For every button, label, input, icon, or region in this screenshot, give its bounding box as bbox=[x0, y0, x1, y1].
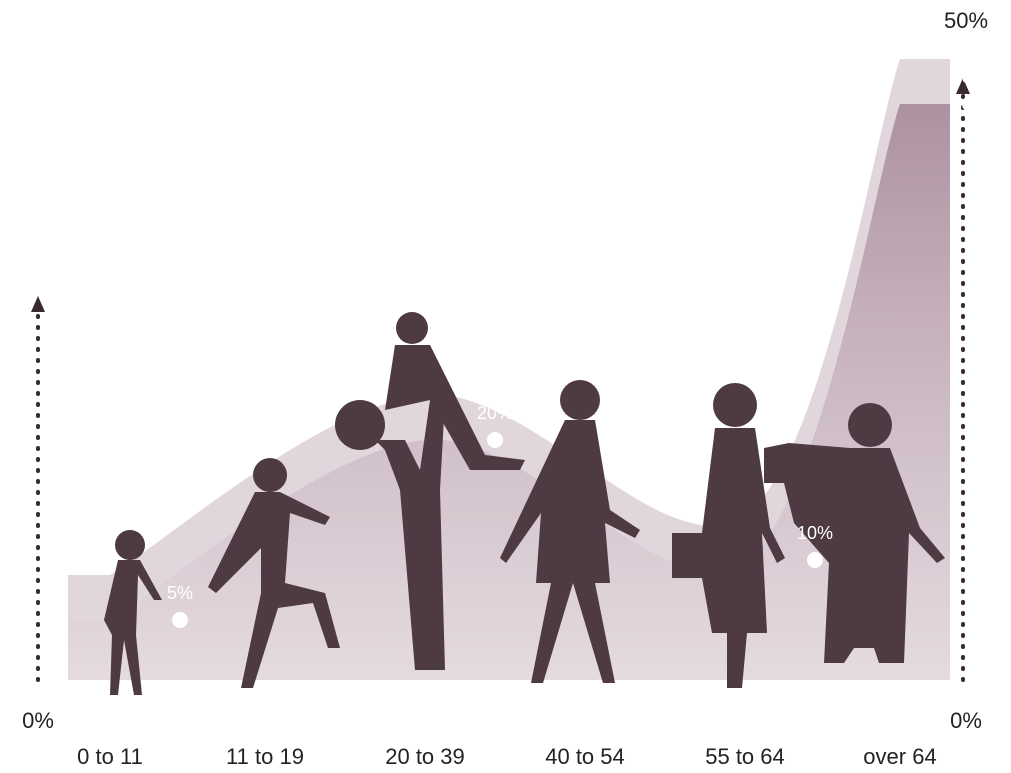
figure bbox=[672, 383, 785, 688]
data-point bbox=[962, 96, 978, 112]
x-tick-label: 55 to 64 bbox=[705, 744, 785, 769]
y2-tick-label: 0% bbox=[950, 708, 982, 733]
x-tick-label: over 64 bbox=[863, 744, 936, 769]
x-tick-label: 40 to 54 bbox=[545, 744, 625, 769]
y-tick-label: 0% bbox=[22, 708, 54, 733]
value-label: 10% bbox=[797, 523, 833, 543]
data-point bbox=[487, 432, 503, 448]
silhouettes bbox=[104, 312, 945, 695]
value-label: 20% bbox=[477, 403, 513, 423]
axis-arrow bbox=[31, 296, 45, 312]
data-point bbox=[172, 612, 188, 628]
value-label: 5% bbox=[167, 583, 193, 603]
x-tick-label: 0 to 11 bbox=[77, 744, 143, 769]
figure bbox=[104, 530, 162, 695]
figure bbox=[764, 403, 945, 663]
figure bbox=[500, 380, 640, 683]
x-tick-label: 11 to 19 bbox=[226, 744, 304, 769]
data-point bbox=[807, 552, 823, 568]
x-tick-label: 20 to 39 bbox=[385, 744, 465, 769]
figure bbox=[208, 458, 340, 688]
figure bbox=[335, 312, 525, 670]
y2-tick-label: 50% bbox=[944, 8, 988, 33]
area bbox=[68, 104, 950, 680]
axis-arrow bbox=[956, 78, 970, 94]
value-label: 48% bbox=[952, 67, 988, 87]
